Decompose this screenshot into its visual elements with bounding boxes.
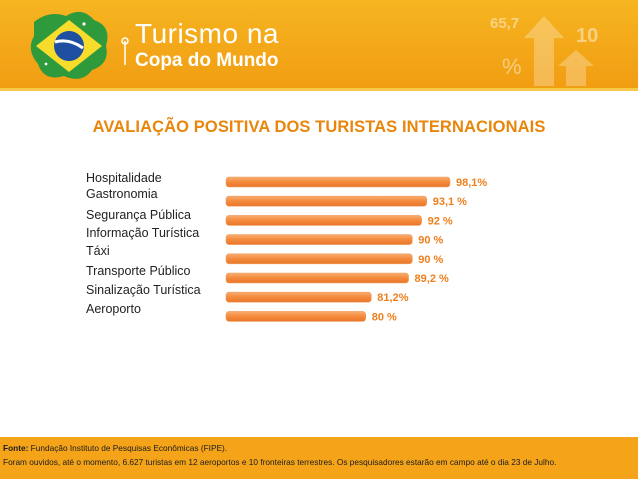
header-subtitle: Copa do Mundo <box>135 50 279 71</box>
source-line: Fonte: Fundação Instituto de Pesquisas E… <box>3 443 227 453</box>
category-label: Segurança Pública <box>86 208 191 222</box>
category-label: Táxi <box>86 244 110 258</box>
value-label: 80 % <box>372 311 397 323</box>
source-text: Fundação Instituto de Pesquisas Econômic… <box>28 443 228 453</box>
survey-note: Foram ouvidos, até o momento, 6.627 turi… <box>3 457 557 467</box>
deco-percent: % <box>502 54 522 79</box>
bar-t-xi <box>225 253 413 265</box>
header-banner: 65,7 10 % Turismo na Copa do Mundo <box>0 0 638 88</box>
bar-transporte-p-blico <box>225 272 409 284</box>
header-divider <box>0 88 638 91</box>
category-label: Transporte Público <box>86 264 191 278</box>
footer-band: Fonte: Fundação Instituto de Pesquisas E… <box>0 437 638 479</box>
value-label: 89,2 % <box>415 273 449 285</box>
bar-hospitalidade <box>225 176 451 188</box>
bar-gastronomia <box>225 195 428 207</box>
value-label: 81,2% <box>377 292 408 304</box>
header-title: Turismo na <box>135 18 280 49</box>
brazil-flag-icon <box>30 11 108 79</box>
deco-number-2: 10 <box>576 25 598 47</box>
value-label: 92 % <box>428 215 453 227</box>
value-label: 90 % <box>418 254 443 266</box>
chart-title: AVALIAÇÃO POSITIVA DOS TURISTAS INTERNAC… <box>92 118 546 136</box>
title-accent-line <box>121 37 129 65</box>
value-label: 93,1 % <box>433 196 467 208</box>
growth-chart-decoration: 65,7 10 % <box>490 15 598 86</box>
category-label: Gastronomia <box>86 187 158 201</box>
category-label: Informação Turística <box>86 226 200 240</box>
category-label: Sinalização Turística <box>86 283 201 297</box>
deco-number-1: 65,7 <box>490 15 519 32</box>
source-label: Fonte: <box>3 443 29 453</box>
category-label: Hospitalidade <box>86 171 162 185</box>
bar-seguran-a-p-blica <box>225 215 422 226</box>
bar-informa-o-tur-stica <box>225 234 413 245</box>
category-label: Aeroporto <box>86 302 141 316</box>
value-label: 98,1% <box>456 177 487 189</box>
bar-aeroporto <box>225 311 367 322</box>
bar-sinaliza-o-tur-stica <box>225 291 372 303</box>
value-label: 90 % <box>418 235 443 247</box>
